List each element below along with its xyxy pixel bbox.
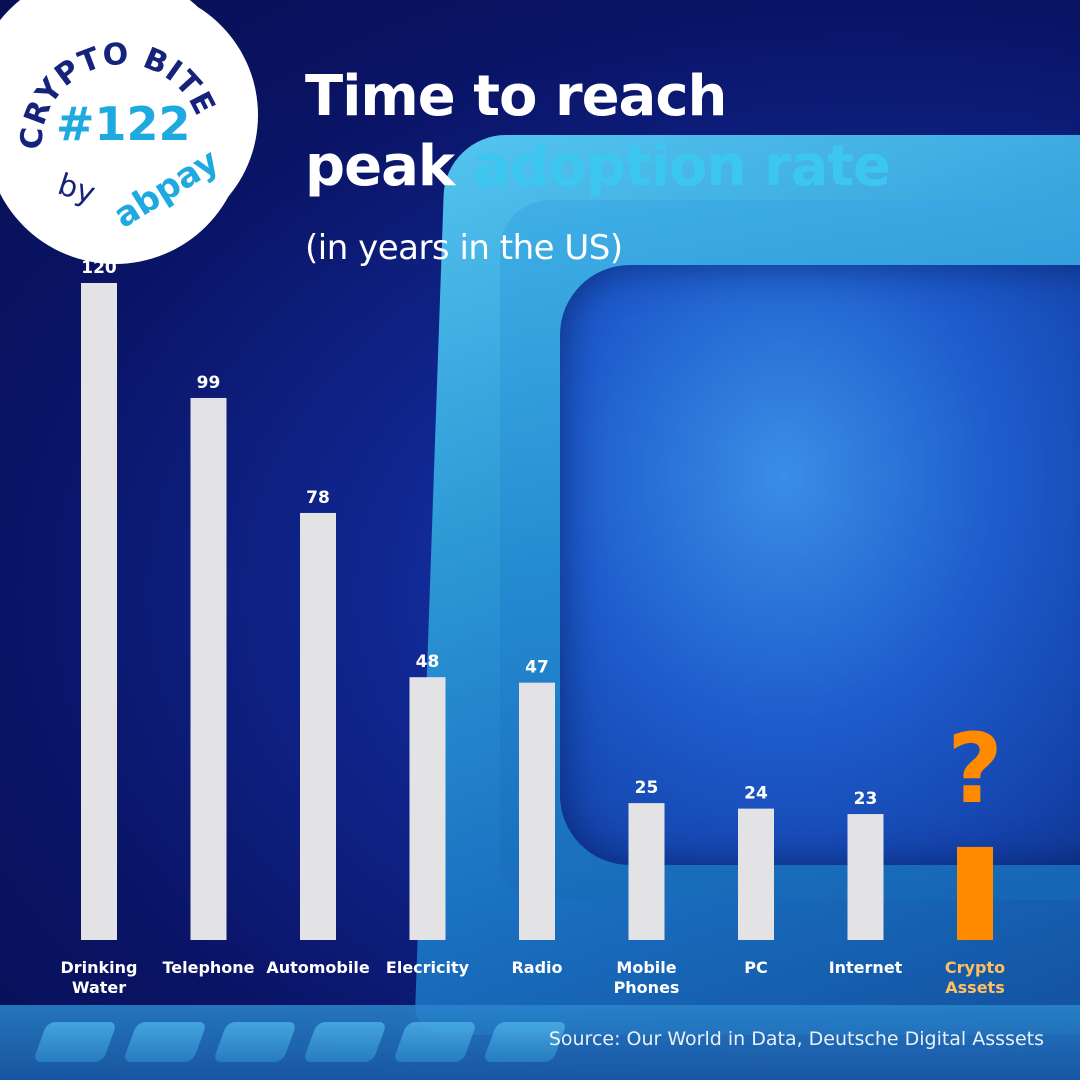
bar [300,512,336,940]
category-label: Elecricity [386,958,470,977]
source-note: Source: Our World in Data, Deutsche Digi… [548,1028,1044,1050]
crypto-bites-badge [0,0,240,240]
bar [519,682,555,940]
bar [957,846,993,940]
crypto-bites-badge-text: CRYPTO BITES #122 by abpay [0,0,226,236]
title-line-2-accent: adoption rate [472,134,891,199]
value-label: 25 [635,778,659,798]
title-line-2-plain: peak [305,134,455,199]
category-label: Internet [829,958,903,977]
bar [409,677,446,940]
page-title: Time to reach peak adoption rate [305,62,891,202]
bar [738,808,774,940]
bar [81,283,117,940]
category-label: Crypto [945,958,1005,977]
category-label: Automobile [266,958,370,977]
title-line-1: Time to reach [305,64,727,129]
value-label: 99 [197,373,221,393]
category-label: Assets [945,978,1004,997]
value-label: 120 [81,258,117,278]
category-label: Radio [511,958,562,977]
category-label: Drinking [60,958,137,977]
chart-subtitle: (in years in the US) [305,228,623,268]
category-label: Phones [614,978,680,997]
bar [190,397,227,941]
value-label: 78 [306,488,330,508]
category-label: Water [72,978,126,997]
category-label: Telephone [162,958,254,977]
value-label: ? [947,713,1003,825]
bar [847,814,884,940]
monitor-screen [560,265,1080,865]
category-label: PC [744,958,767,977]
category-label: Mobile [616,958,676,977]
badge-number: #122 [56,97,191,151]
value-label: 48 [416,652,440,672]
value-label: 47 [525,658,549,678]
value-label: 24 [744,784,768,804]
bar [628,803,665,940]
value-label: 23 [854,789,878,809]
